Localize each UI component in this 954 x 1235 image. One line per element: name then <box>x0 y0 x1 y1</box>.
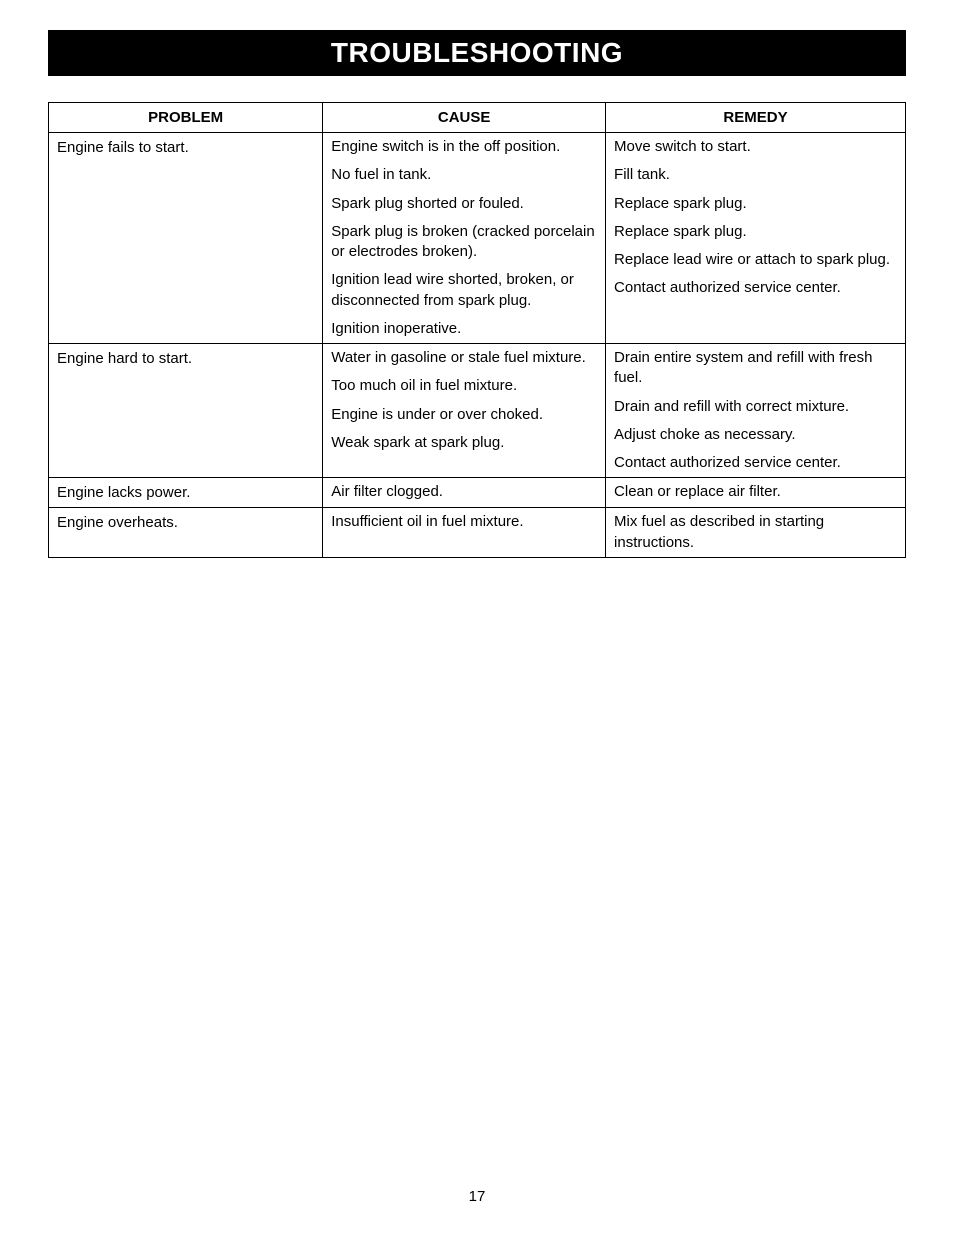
remedy-cell: Drain entire system and refill with fres… <box>606 344 906 478</box>
remedy-cell: Mix fuel as described in starting instru… <box>606 508 906 558</box>
cause-text: Ignition lead wire shorted, broken, or d… <box>323 266 605 315</box>
remedy-text: Drain entire system and refill with fres… <box>606 344 905 393</box>
cause-text: Engine switch is in the off position. <box>323 133 605 161</box>
remedy-text: Mix fuel as described in starting instru… <box>606 508 905 557</box>
problem-cell: Engine lacks power. <box>49 478 323 508</box>
cause-cell: Water in gasoline or stale fuel mixture.… <box>323 344 606 478</box>
section-title: TROUBLESHOOTING <box>48 37 906 69</box>
page-number: 17 <box>0 1188 954 1205</box>
problem-cell: Engine hard to start. <box>49 344 323 478</box>
cause-text: Water in gasoline or stale fuel mixture. <box>323 344 605 372</box>
cause-cell: Air filter clogged. <box>323 478 606 508</box>
remedy-text: Replace lead wire or attach to spark plu… <box>606 246 905 274</box>
remedy-text: Move switch to start. <box>606 133 905 161</box>
problem-cell: Engine overheats. <box>49 508 323 558</box>
remedy-text: Contact authorized service center. <box>606 274 905 302</box>
column-header-remedy: REMEDY <box>606 103 906 133</box>
table-body: Engine fails to start.Engine switch is i… <box>49 133 906 558</box>
cause-text: Spark plug shorted or fouled. <box>323 190 605 218</box>
remedy-text: Clean or replace air filter. <box>606 478 905 506</box>
remedy-text: Replace spark plug. <box>606 190 905 218</box>
section-title-bar: TROUBLESHOOTING <box>48 30 906 76</box>
table-row: Engine lacks power.Air filter clogged.Cl… <box>49 478 906 508</box>
table-row: Engine overheats.Insufficient oil in fue… <box>49 508 906 558</box>
remedy-text: Fill tank. <box>606 161 905 189</box>
cause-text: Ignition inoperative. <box>323 315 605 343</box>
cause-text: Insufficient oil in fuel mixture. <box>323 508 605 536</box>
table-row: Engine hard to start.Water in gasoline o… <box>49 344 906 478</box>
column-header-cause: CAUSE <box>323 103 606 133</box>
cause-cell: Engine switch is in the off position.No … <box>323 133 606 344</box>
remedy-text: Drain and refill with correct mixture. <box>606 393 905 421</box>
table-row: Engine fails to start.Engine switch is i… <box>49 133 906 344</box>
table-header-row: PROBLEM CAUSE REMEDY <box>49 103 906 133</box>
troubleshooting-table: PROBLEM CAUSE REMEDY Engine fails to sta… <box>48 102 906 558</box>
remedy-cell: Move switch to start.Fill tank.Replace s… <box>606 133 906 344</box>
cause-text: No fuel in tank. <box>323 161 605 189</box>
cause-text: Spark plug is broken (cracked porcelain … <box>323 218 605 267</box>
remedy-text: Replace spark plug. <box>606 218 905 246</box>
column-header-problem: PROBLEM <box>49 103 323 133</box>
remedy-cell: Clean or replace air filter. <box>606 478 906 508</box>
cause-text: Air filter clogged. <box>323 478 605 506</box>
cause-cell: Insufficient oil in fuel mixture. <box>323 508 606 558</box>
problem-cell: Engine fails to start. <box>49 133 323 344</box>
cause-text: Weak spark at spark plug. <box>323 429 605 457</box>
remedy-text: Contact authorized service center. <box>606 449 905 477</box>
cause-text: Engine is under or over choked. <box>323 401 605 429</box>
remedy-text: Adjust choke as necessary. <box>606 421 905 449</box>
cause-text: Too much oil in fuel mixture. <box>323 372 605 400</box>
